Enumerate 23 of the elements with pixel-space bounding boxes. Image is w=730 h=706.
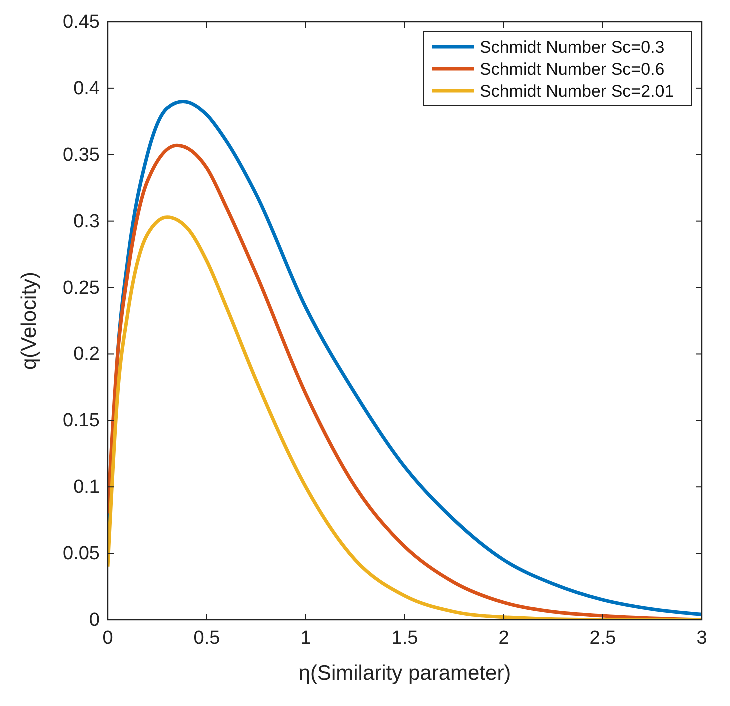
- y-tick-label: 0.4: [74, 78, 100, 100]
- y-tick-label: 0: [89, 610, 100, 631]
- x-tick-label: 0.5: [194, 628, 220, 649]
- y-tick-label: 0.1: [74, 477, 100, 498]
- x-axis-title: η(Similarity parameter): [298, 662, 512, 685]
- x-tick-label: 2.5: [590, 628, 616, 649]
- x-tick-label: 1.5: [392, 628, 418, 649]
- legend-label: Schmidt Number Sc=0.3: [480, 38, 665, 57]
- x-tick-label: 0: [102, 628, 114, 649]
- y-axis-title: q(Velocity): [18, 272, 41, 370]
- y-tick-label: 0.25: [63, 278, 100, 299]
- y-tick-label: 0.3: [74, 211, 100, 232]
- y-tick-label: 0.15: [63, 410, 100, 432]
- line-series: [108, 216, 702, 620]
- x-tick-label: 3: [696, 628, 708, 649]
- y-tick-label: 0.05: [63, 544, 100, 565]
- y-tick-label: 0.45: [63, 12, 100, 33]
- legend-label: Schmidt Number Sc=0.6: [480, 60, 665, 79]
- x-tick-label: 2: [498, 628, 510, 649]
- y-tick-label: 0.35: [63, 144, 100, 166]
- y-tick-label: 0.2: [74, 344, 100, 366]
- x-tick-label: 1: [300, 628, 312, 649]
- legend-label: Schmidt Number Sc=2.01: [480, 82, 674, 101]
